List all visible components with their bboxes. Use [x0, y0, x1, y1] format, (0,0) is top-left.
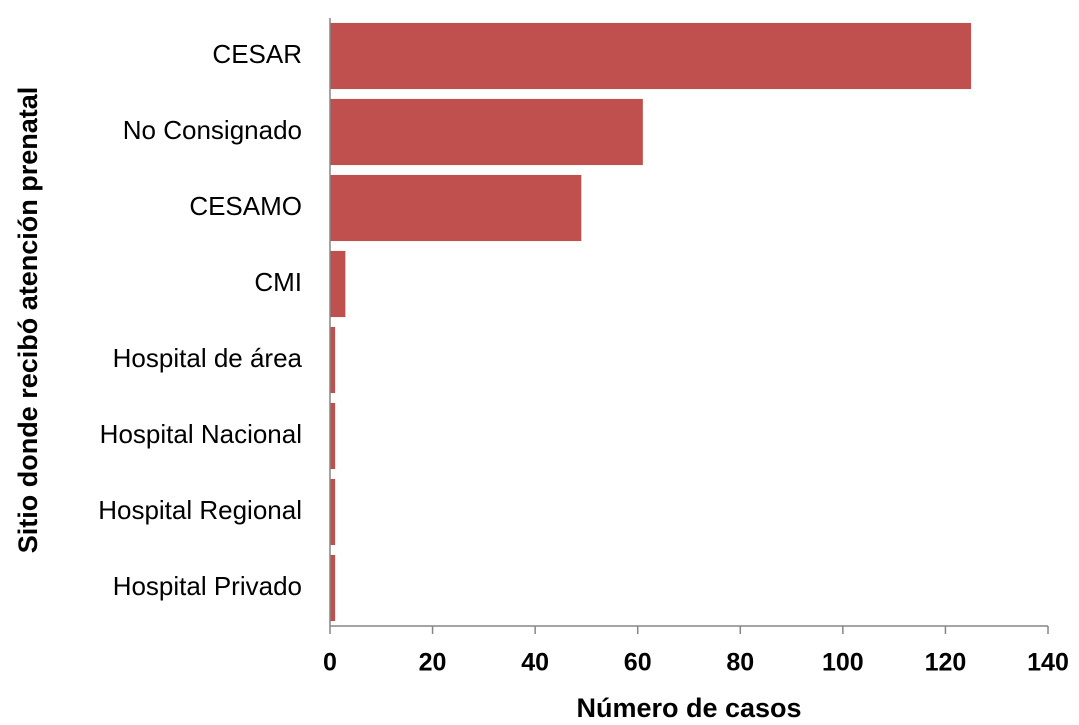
x-tick-label: 80 [726, 649, 754, 677]
y-tick-label: Hospital de área [113, 343, 303, 373]
x-tick-label: 100 [822, 649, 864, 677]
x-tick-label: 120 [925, 649, 967, 677]
x-tick-label: 140 [1027, 649, 1069, 677]
y-tick-label: Hospital Nacional [100, 419, 302, 449]
y-tick-label: Hospital Privado [113, 571, 302, 601]
x-tick-label: 20 [419, 649, 447, 677]
y-axis-title: Sitio donde recibó atención prenatal [13, 87, 43, 554]
y-tick-label: CMI [254, 267, 302, 297]
bar [330, 402, 336, 470]
bar [330, 22, 972, 90]
x-tick-label: 60 [624, 649, 652, 677]
y-tick-label: CESAR [212, 39, 302, 69]
y-tick-label: No Consignado [123, 115, 302, 145]
x-axis-title: Número de casos [576, 693, 801, 723]
bar [330, 98, 643, 166]
bar [330, 554, 336, 622]
bar [330, 326, 336, 394]
x-tick-label: 0 [323, 649, 337, 677]
bar [330, 478, 336, 546]
bar [330, 250, 346, 318]
x-tick-label: 40 [521, 649, 549, 677]
y-tick-label: CESAMO [189, 191, 302, 221]
y-tick-label: Hospital Regional [98, 495, 302, 525]
bar [330, 174, 582, 242]
